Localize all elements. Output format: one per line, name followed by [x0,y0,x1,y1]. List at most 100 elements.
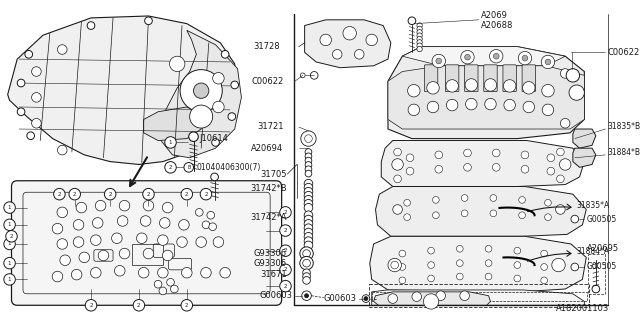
Text: 1: 1 [169,140,172,145]
Circle shape [189,132,198,141]
Circle shape [424,294,439,309]
Circle shape [140,216,151,226]
Circle shape [27,132,35,140]
Circle shape [211,173,218,181]
Circle shape [541,250,547,257]
Circle shape [157,235,168,245]
Text: 31835*A: 31835*A [577,201,610,210]
Circle shape [547,154,555,162]
Circle shape [54,188,65,200]
Circle shape [280,264,291,276]
Circle shape [154,280,162,288]
Circle shape [521,165,529,173]
Circle shape [221,51,229,58]
Circle shape [542,104,554,116]
Text: G00603: G00603 [259,291,292,300]
Text: 2: 2 [204,192,208,197]
FancyBboxPatch shape [445,65,459,92]
Circle shape [300,247,313,260]
Circle shape [136,233,147,244]
Circle shape [301,291,311,300]
Circle shape [184,163,193,172]
Bar [369,284,589,307]
Circle shape [231,81,239,89]
FancyBboxPatch shape [465,65,478,92]
Circle shape [545,199,551,206]
Circle shape [427,82,439,94]
Circle shape [303,276,310,284]
Circle shape [181,300,193,311]
Circle shape [561,69,570,78]
Circle shape [484,98,496,110]
Circle shape [392,159,403,170]
Text: G00603: G00603 [323,294,356,303]
Circle shape [417,46,422,52]
Circle shape [164,137,176,148]
Circle shape [490,195,497,201]
Polygon shape [388,66,584,129]
Circle shape [355,50,364,59]
Circle shape [417,36,422,42]
Text: 31884*B: 31884*B [607,148,640,156]
Circle shape [399,277,406,284]
Text: A182001103: A182001103 [556,304,609,313]
Circle shape [571,263,579,271]
Bar [372,292,588,301]
FancyBboxPatch shape [12,181,282,305]
Circle shape [428,262,435,268]
Circle shape [465,98,477,110]
Circle shape [200,188,212,200]
Circle shape [4,274,15,285]
Circle shape [303,269,310,276]
Circle shape [305,135,312,142]
Circle shape [484,79,497,91]
Circle shape [522,55,528,61]
Text: 1: 1 [8,242,12,246]
Polygon shape [573,148,596,167]
Text: A20694: A20694 [252,144,284,153]
Circle shape [76,202,86,213]
Circle shape [303,250,310,257]
Circle shape [304,211,313,220]
Circle shape [412,292,422,301]
Text: 2: 2 [10,234,13,239]
Text: 1: 1 [8,222,12,227]
Circle shape [280,245,291,256]
Circle shape [201,268,211,278]
Circle shape [305,166,312,172]
Text: 2: 2 [284,284,287,289]
Circle shape [541,84,554,97]
Circle shape [280,225,291,236]
Circle shape [92,218,103,228]
Circle shape [463,149,471,157]
Circle shape [6,231,17,242]
Circle shape [164,162,176,173]
Text: G93306: G93306 [253,259,287,268]
Circle shape [391,261,399,269]
Circle shape [69,188,81,200]
Text: 2: 2 [284,267,287,272]
Circle shape [143,188,154,200]
Circle shape [343,27,356,40]
Circle shape [417,40,422,45]
Text: 2: 2 [73,192,76,197]
Text: 2: 2 [137,303,141,308]
Text: 2: 2 [284,210,287,215]
Circle shape [541,55,555,69]
Polygon shape [370,236,586,292]
Text: B: B [187,165,191,170]
Circle shape [304,224,313,233]
Circle shape [364,297,368,300]
Circle shape [571,215,579,223]
Circle shape [592,285,600,293]
Circle shape [456,260,463,267]
Circle shape [212,139,220,146]
Circle shape [117,216,128,226]
Circle shape [4,219,15,231]
Circle shape [408,84,420,97]
Circle shape [460,291,469,300]
Text: 31884*A: 31884*A [577,247,610,256]
Circle shape [300,256,313,270]
Circle shape [417,33,422,38]
Polygon shape [374,292,490,305]
